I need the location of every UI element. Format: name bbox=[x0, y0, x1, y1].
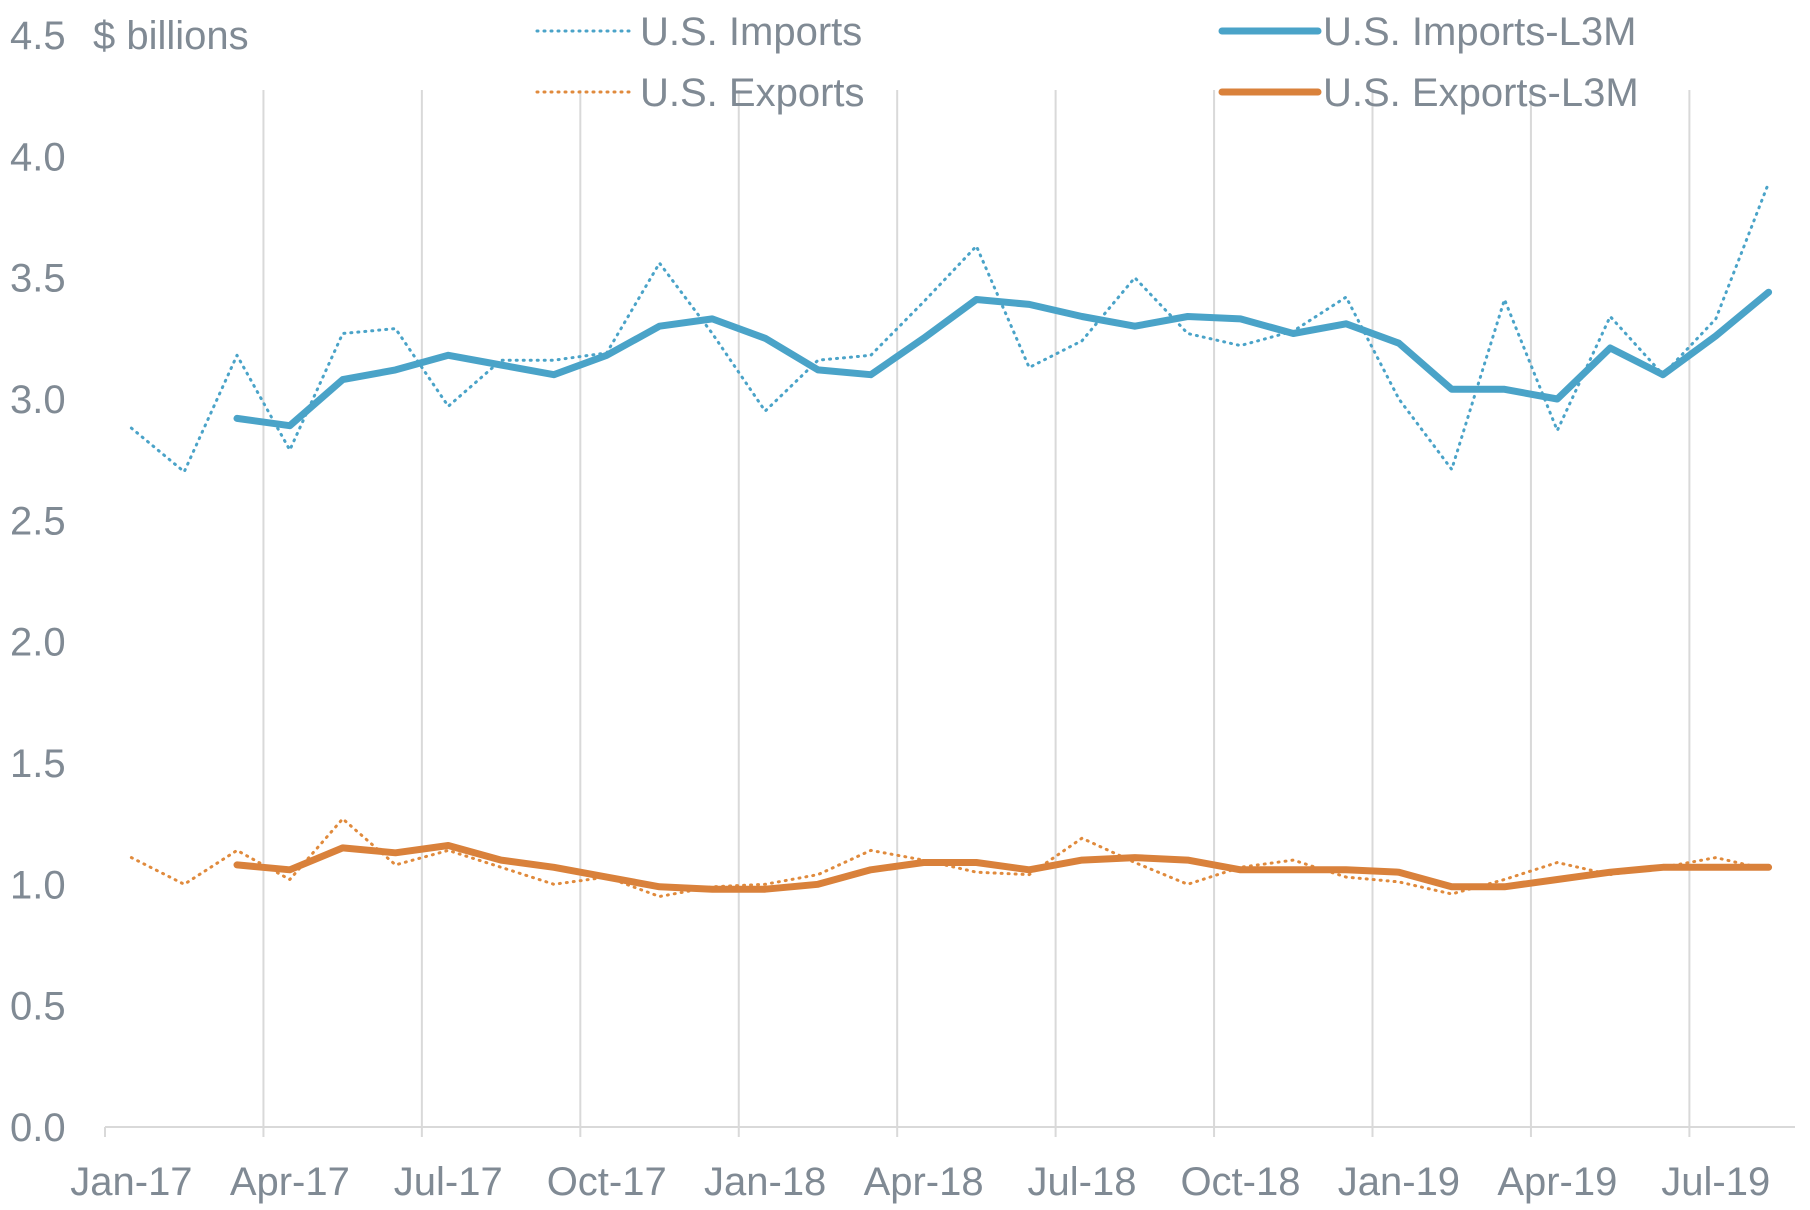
y-tick-label-0: 0.0 bbox=[10, 1106, 66, 1150]
y-tick-label-1: 0.5 bbox=[10, 985, 66, 1029]
legend-label-u-s-exports: U.S. Exports bbox=[640, 71, 865, 115]
y-tick-label-4: 2.0 bbox=[10, 621, 66, 665]
series-line-u-s-imports-l3m bbox=[233, 288, 1773, 430]
x-tick-label-3: Oct-17 bbox=[547, 1160, 667, 1204]
x-tick-label-1: Apr-17 bbox=[230, 1160, 350, 1204]
series-lines bbox=[129, 181, 1773, 898]
x-tick-label-9: Apr-19 bbox=[1497, 1160, 1617, 1204]
series-line-u-s-exports-l3m bbox=[233, 842, 1773, 893]
legend-label-u-s-imports: U.S. Imports bbox=[640, 10, 862, 54]
y-unit-label: $ billions bbox=[93, 14, 249, 58]
y-tick-label-9: 4.5 bbox=[10, 14, 66, 58]
x-tick-label-6: Jul-18 bbox=[1028, 1160, 1137, 1204]
series-line-u-s-exports bbox=[129, 817, 1771, 898]
series-line-u-s-imports bbox=[129, 181, 1771, 474]
legend-label-u-s-imports-l3m: U.S. Imports-L3M bbox=[1323, 10, 1636, 54]
y-tick-label-5: 2.5 bbox=[10, 499, 66, 543]
y-tick-label-6: 3.0 bbox=[10, 378, 66, 422]
y-tick-label-2: 1.0 bbox=[10, 863, 66, 907]
x-tick-label-0: Jan-17 bbox=[70, 1160, 192, 1204]
legend: U.S. Imports U.S. Imports-L3M U.S. Exports… bbox=[535, 10, 1639, 115]
axes: Jan-17 Apr-17 Jul-17 Oct-17 Jan-18 Apr-18 Jul-… bbox=[10, 14, 1795, 1204]
x-tick-label-7: Oct-18 bbox=[1180, 1160, 1300, 1204]
x-tick-label-5: Apr-18 bbox=[864, 1160, 984, 1204]
gridlines bbox=[262, 90, 1691, 1127]
x-tick-label-4: Jan-18 bbox=[704, 1160, 826, 1204]
legend-label-u-s-exports-l3m: U.S. Exports-L3M bbox=[1323, 71, 1639, 115]
y-tick-label-7: 3.5 bbox=[10, 257, 66, 301]
x-tick-label-2: Jul-17 bbox=[394, 1160, 503, 1204]
x-tick-label-10: Jul-19 bbox=[1661, 1160, 1770, 1204]
x-tick-label-8: Jan-19 bbox=[1338, 1160, 1460, 1204]
y-tick-label-3: 1.5 bbox=[10, 742, 66, 786]
y-tick-label-8: 4.0 bbox=[10, 135, 66, 179]
